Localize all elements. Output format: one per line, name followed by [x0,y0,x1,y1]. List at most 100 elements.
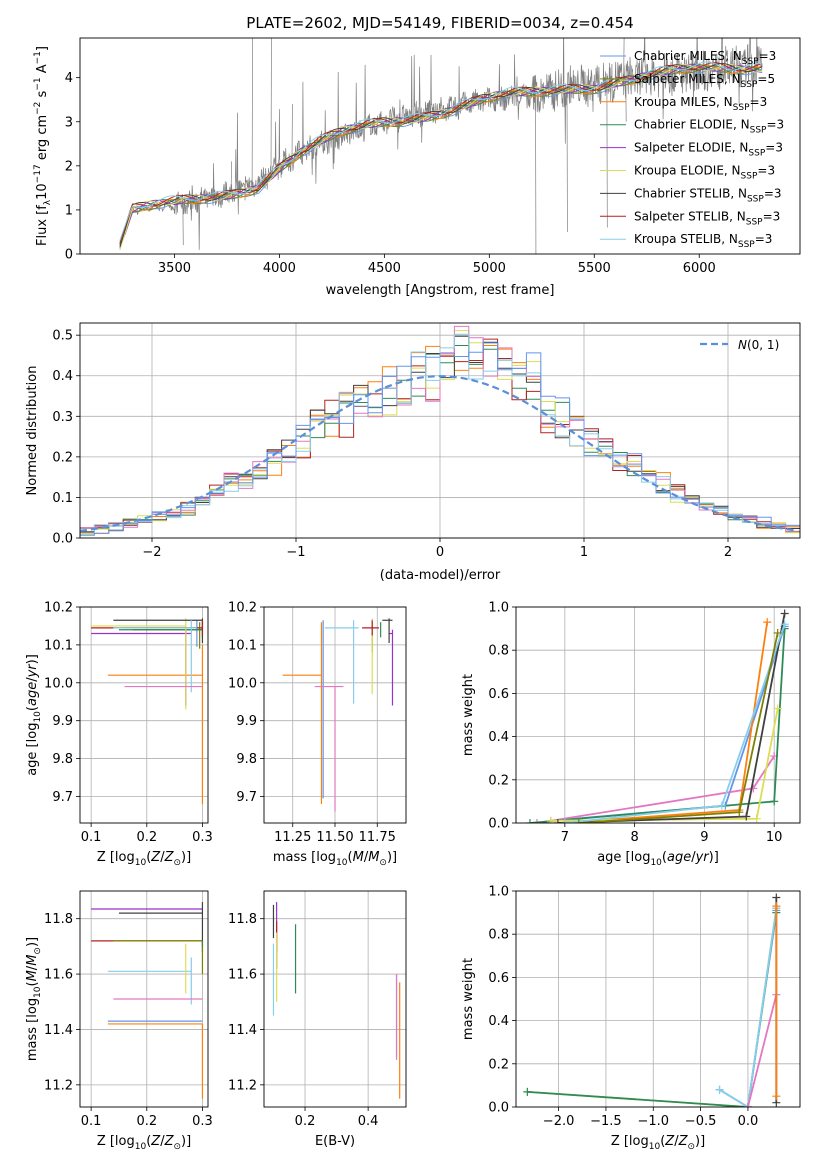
x-tick-label: 7 [561,830,569,845]
spectrum-legend: Chabrier MILES, NSSP=3 Salpeter MILES, NS… [600,49,784,250]
mass-weight-line [719,908,778,1107]
mass-weight-marker [752,814,761,823]
y-tick-label: 11.6 [44,968,73,983]
age-vs-Z-frame [79,606,209,824]
x-tick-label: 0.1 [81,1114,102,1129]
mass-weight-marker [773,628,782,637]
y-tick-label: 0.0 [52,532,73,547]
spectrum-frame [79,37,801,255]
y-tick-label: 0.2 [52,450,73,465]
x-tick-label: −1.5 [590,1114,622,1129]
y-tick-label: 0.2 [488,773,509,788]
mass-vs-Z-xlabel: Z [log10(Z/Z⊙)] [97,1134,191,1152]
mass-weight-marker [560,819,569,823]
mass-vs-EBV-xlabel: E(B-V) [315,1134,355,1149]
x-tick-label: −2.0 [543,1114,575,1129]
x-tick-label: 0.3 [192,830,213,845]
mass-weight-marker [546,816,555,823]
residual-histogram [80,342,800,538]
legend-entry-label: Salpeter STELIB, NSSP=3 [634,209,780,227]
x-tick-label: 5500 [578,261,611,276]
spectrum-axes: 3500 4000 4500 5000 5500 6000 0 1 2 3 4 [65,71,716,276]
x-tick-label: 0.2 [136,830,157,845]
y-tick-label: 10.2 [228,601,257,616]
mass-vs-Z-ylabel: mass [log10(M/M⊙)] [25,937,43,1061]
y-tick-label: 10.2 [44,601,73,616]
y-tick-label: 0.4 [52,369,73,384]
y-tick-label: 0.8 [488,928,509,943]
y-tick-label: 0.8 [488,644,509,659]
age-vs-mass-axes: 11.25 11.50 11.75 9.7 9.8 9.9 10.0 10.1 10.2 [228,601,406,845]
y-tick-label: 0.2 [488,1057,509,1072]
mass-weight-marker [780,620,789,629]
y-tick-label: 0.4 [488,730,509,745]
x-tick-label: 0.3 [192,1114,213,1129]
error-bar-point [91,618,187,710]
x-tick-label: 8 [630,830,638,845]
mass-weight-marker [772,1092,781,1101]
spectrum-xlabel: wavelength [Angstrom, rest frame] [326,283,555,298]
y-tick-label: 0.0 [488,817,509,832]
x-tick-label: 5000 [473,261,506,276]
y-tick-label: 11.4 [44,1023,73,1038]
x-tick-label: −0.5 [685,1114,717,1129]
spectrum-title: PLATE=2602, MJD=54149, FIBERID=0034, z=0… [246,14,633,32]
mass-weight-marker [532,819,541,823]
x-tick-label: 0.0 [738,1114,759,1129]
y-tick-label: 9.7 [236,790,257,805]
x-tick-label: 0.2 [136,1114,157,1129]
x-tick-label: 2 [724,545,732,560]
model-fit-line [119,63,763,248]
weight-vs-Z-xlabel: Z [log10(Z/Z⊙)] [611,1134,705,1152]
y-tick-label: 3 [65,115,73,130]
y-tick-label: 9.8 [236,752,257,767]
weight-vs-age-ylabel: mass weight [461,674,476,756]
age-vs-Z-ylabel: age [log10(age/yr)] [25,654,43,776]
y-tick-label: 1.0 [488,601,509,616]
y-tick-label: 11.6 [228,968,257,983]
x-tick-label: 3500 [158,261,191,276]
normal-distribution-curve [80,375,798,532]
residuals-frame [79,322,801,539]
y-tick-label: 10.1 [228,638,257,653]
residuals-ylabel: Normed distribution [25,366,40,496]
y-tick-label: 0.3 [52,410,73,425]
weight-vs-Z-frame [515,890,801,1108]
mass-weight-marker [553,819,562,823]
x-tick-label: 6000 [683,261,716,276]
y-tick-label: 9.9 [52,714,73,729]
x-tick-label: 11.75 [359,830,396,845]
x-tick-label: 4000 [263,261,296,276]
age-vs-Z-xlabel: Z [log10(Z/Z⊙)] [97,850,191,868]
x-tick-label: −2 [142,545,161,560]
legend-entry-label: N(0, 1) [738,338,779,352]
x-tick-label: −1 [286,545,305,560]
mass-weight-line [747,994,778,1107]
y-tick-label: 9.8 [52,752,73,767]
model-fit-line [119,63,763,250]
mass-vs-EBV-axes: 0.2 0.4 11.2 11.4 11.6 11.8 [228,891,406,1129]
legend-entry-label: Kroupa ELODIE, NSSP=3 [634,164,775,182]
y-tick-label: 2 [65,159,73,174]
weight-vs-Z-ylabel: mass weight [461,958,476,1040]
mass-weight-marker [743,1103,752,1107]
y-tick-label: 9.9 [236,714,257,729]
mass-weight-marker [773,704,782,713]
y-tick-label: 0.6 [488,971,509,986]
error-bar-point [107,644,204,805]
mass-vs-EBV-frame [263,890,407,1108]
y-tick-label: 0.0 [488,1101,509,1116]
weight-vs-Z-axes: −2.0 −1.5 −1.0 −0.5 0.0 0.0 0.2 0.4 0.6 0.8 1.0 [488,885,800,1129]
x-tick-label: 11.25 [274,830,311,845]
error-bar-point [324,620,359,704]
mass-weight-marker [749,784,758,793]
y-tick-label: 4 [65,71,73,86]
y-tick-label: 0.1 [52,491,73,506]
legend-entry-label: Kroupa MILES, NSSP=3 [634,95,767,113]
residuals-legend: N(0, 1) [700,338,779,352]
residuals-xlabel: (data-model)/error [380,568,501,583]
weight-vs-age-frame [515,606,801,824]
age-vs-mass-frame [263,606,407,824]
error-bar-point [314,685,344,812]
